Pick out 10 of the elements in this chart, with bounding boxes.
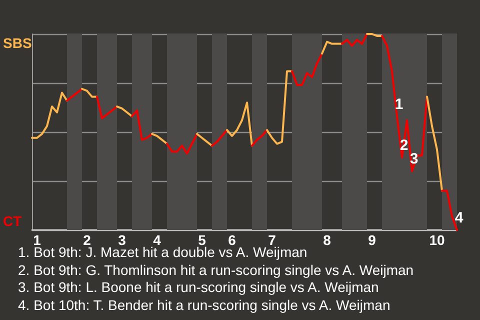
text: 4. Bot 10th: T. Bender hit a run-scoring single vs A. Weijman <box>18 296 392 314</box>
x-tick-label: 8 <box>323 232 332 248</box>
x-tick-label: 10 <box>429 232 445 248</box>
x-tick-label: 9 <box>368 232 376 248</box>
annotation: 3 <box>410 150 418 168</box>
text: 2. Bot 9th: G. Thomlinson hit a run-scoring single vs A. Weijman <box>18 262 414 279</box>
text: SBS <box>3 35 32 51</box>
text: CT <box>3 213 22 229</box>
annotation: 4 <box>454 210 464 226</box>
text: 3. Bot 9th: L. Boone hit a run-scoring single vs A. Weijman <box>18 279 380 296</box>
